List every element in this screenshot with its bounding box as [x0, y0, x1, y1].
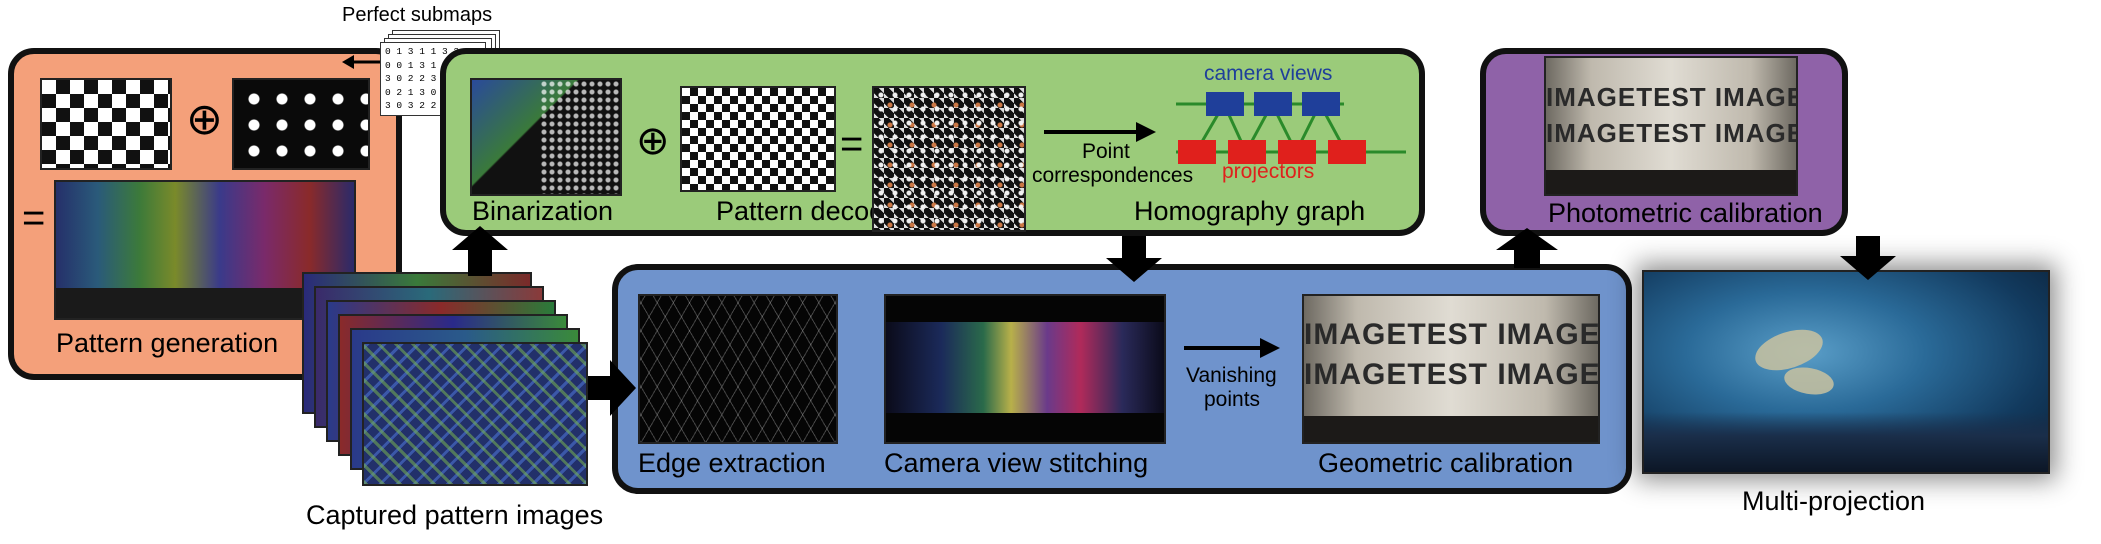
vanishing-points-label-1: Vanishing — [1186, 364, 1277, 387]
down-arrow-to-multiprojection — [1840, 236, 1896, 280]
test-image-row: IMAGETEST IMAGETEST — [1546, 118, 1796, 148]
homography-graph-label: Homography graph — [1134, 196, 1366, 226]
camera-views-label: camera views — [1204, 62, 1333, 85]
photometric-calibration-label: Photometric calibration — [1548, 198, 1823, 228]
submap-row: 0 1 3 1 1 3 2 0 — [385, 46, 471, 57]
captured-pattern-images-label: Captured pattern images — [306, 500, 604, 530]
geo-test-row: IMAGETEST IMAGETEST — [1304, 318, 1600, 351]
multi-projection-label: Multi-projection — [1742, 486, 1926, 516]
geometric-calibration-label: Geometric calibration — [1318, 448, 1574, 478]
pattern-generation-label: Pattern generation — [56, 328, 279, 358]
projector-node — [1278, 140, 1316, 164]
right-arrow-to-edge — [588, 360, 636, 416]
up-arrow-to-photometric — [1496, 228, 1558, 268]
geometric-test-image: IMAGETEST IMAGETEST IMAGETEST IMAGETEST — [1302, 294, 1600, 444]
binarization-overlay — [540, 80, 620, 194]
projectors-label: projectors — [1222, 160, 1315, 183]
camera-node — [1302, 92, 1340, 116]
submap-row: 3 0 2 2 3 1 3 0 — [385, 73, 471, 84]
point-correspondences-label-2: correspondences — [1032, 164, 1194, 187]
geo-test-row: IMAGETEST IMAGETEST — [1304, 358, 1600, 391]
down-arrow-to-geometric — [1106, 236, 1162, 282]
edge-extraction-image — [638, 294, 838, 444]
correspondence-arrow — [1044, 122, 1156, 142]
perfect-submaps-label: Perfect submaps — [342, 4, 493, 26]
camera-node — [1206, 92, 1244, 116]
binarization-label: Binarization — [472, 196, 614, 226]
captured-image-front — [362, 342, 588, 486]
projector-node — [1328, 140, 1366, 164]
equals-symbol: = — [22, 196, 46, 240]
vanishing-arrow — [1184, 338, 1280, 358]
up-arrow-to-binarization — [452, 226, 508, 276]
edge-extraction-label: Edge extraction — [638, 448, 826, 478]
homography-graph — [1176, 92, 1406, 164]
decoding-checkerboard — [680, 86, 836, 192]
point-correspondences-label-1: Point — [1082, 140, 1130, 163]
multi-projection-image — [1642, 270, 2050, 474]
submap-row: 3 0 3 2 2 0 2 1 — [385, 100, 471, 111]
vanishing-points-label-2: points — [1204, 388, 1261, 411]
projector-node — [1178, 140, 1216, 164]
oplus-symbol: ⊕ — [186, 95, 223, 144]
submap-row: 0 0 1 3 1 0 3 1 — [385, 59, 471, 71]
dot-code-pattern — [232, 78, 370, 170]
turtle-shape — [1782, 363, 1836, 399]
oplus-symbol-2: ⊕ — [636, 119, 670, 163]
test-image-row: IMAGETEST IMAGETEST I — [1546, 82, 1796, 112]
equals-symbol-2: = — [840, 122, 864, 166]
projector-node — [1228, 140, 1266, 164]
camera-view-stitching-image — [884, 294, 1166, 444]
captured-image-stack — [302, 272, 592, 490]
camera-view-stitching-label: Camera view stitching — [884, 448, 1149, 478]
camera-node — [1254, 92, 1292, 116]
submap-row: 0 2 1 3 0 3 0 1 — [385, 86, 471, 98]
photometric-test-image: IMAGETEST IMAGETEST I IMAGETEST IMAGETES… — [1544, 56, 1798, 196]
checkerboard-pattern — [40, 78, 172, 170]
decoded-pattern-image — [872, 86, 1026, 232]
